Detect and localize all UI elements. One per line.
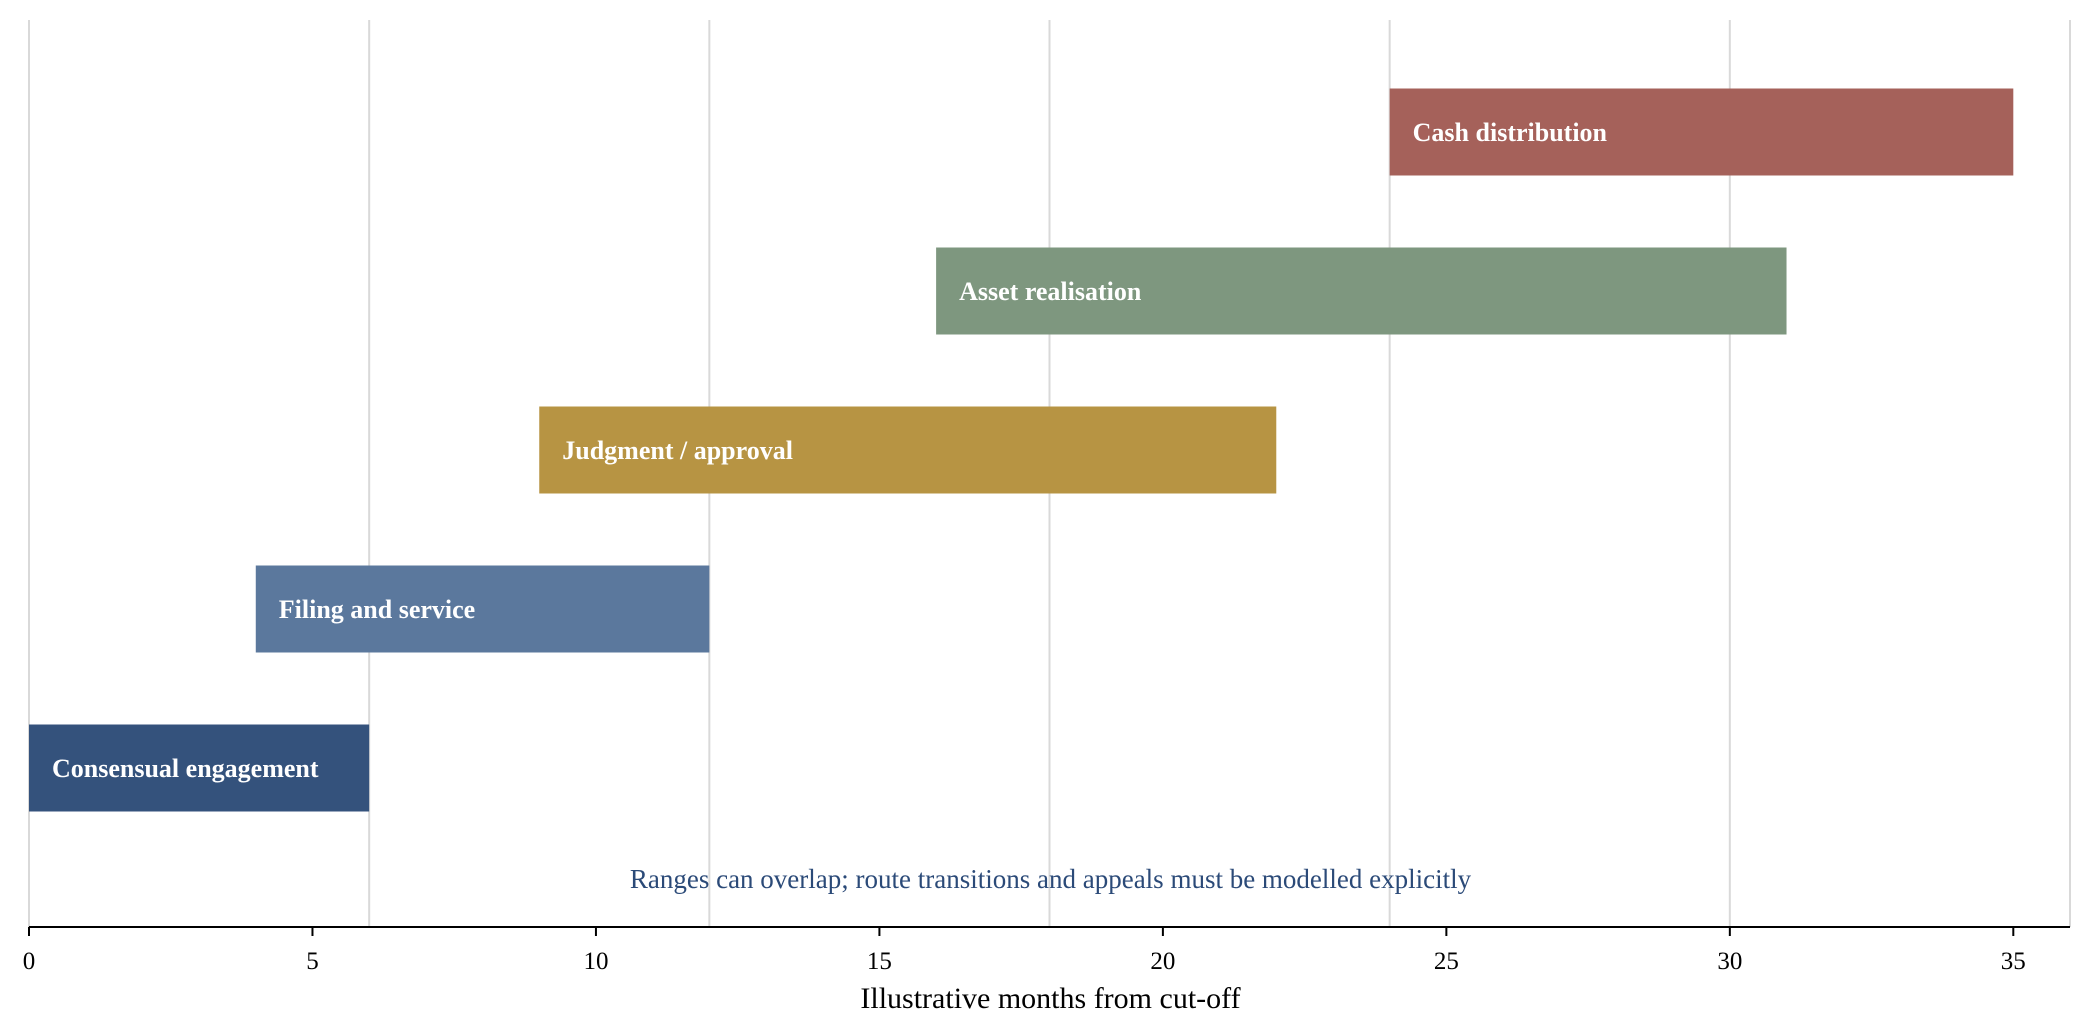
bar-label: Consensual engagement [52,754,319,783]
x-tick-label: 0 [23,948,36,975]
x-tick-label: 25 [1434,948,1459,975]
bar [936,247,1787,335]
bar [539,406,1277,494]
x-tick-label: 20 [1150,948,1175,975]
bar [1389,88,2014,176]
x-tick-label: 30 [1717,948,1742,975]
x-tick-label: 10 [583,948,608,975]
x-tick-label: 15 [867,948,892,975]
bar-label: Asset realisation [959,277,1142,306]
bar-label: Judgment / approval [562,436,793,465]
bars-group: Consensual engagement Filing and service J… [29,88,2014,812]
chart-annotation: Ranges can overlap; route transitions an… [630,864,1472,894]
x-tick-label: 5 [306,948,319,975]
bar [255,565,710,653]
bar [29,724,370,812]
x-axis: 0 5 10 15 20 25 30 35 [23,926,2070,975]
x-axis-title: Illustrative months from cut-off [860,982,1240,1015]
bar-label: Cash distribution [1413,118,1608,147]
bar-label: Filing and service [279,595,475,624]
x-tick-label: 35 [2001,948,2026,975]
